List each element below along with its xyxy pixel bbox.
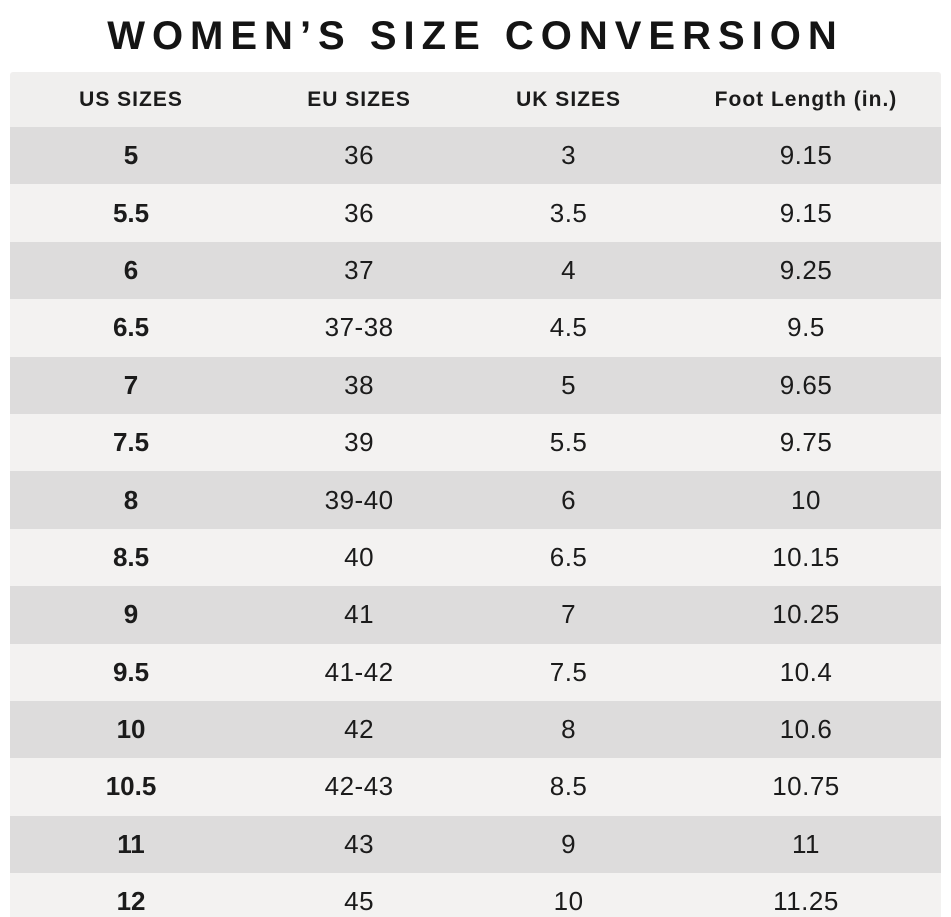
table-cell: 9 <box>561 828 577 859</box>
table-cell: 8.5 <box>549 771 588 802</box>
table-cell: 5.5 <box>549 427 588 458</box>
table-cell: 40 <box>344 541 375 572</box>
table-row: 8 39-40 6 10 <box>10 471 941 529</box>
table-cell: 7 <box>561 599 577 630</box>
table-cell: 9.5 <box>787 312 825 343</box>
table-cell: 37-38 <box>324 312 394 343</box>
table-cell: 43 <box>344 828 375 859</box>
table-cell: 6.5 <box>549 541 588 572</box>
table-cell: 39-40 <box>324 484 394 515</box>
table-header-row: US SIZES EU SIZES UK SIZES Foot Length (… <box>10 72 941 127</box>
table-cell: 4 <box>561 254 577 285</box>
page-title: WOMEN’S SIZE CONVERSION <box>107 14 844 58</box>
table-cell: 10 <box>553 886 584 917</box>
table-cell: 37 <box>344 254 375 285</box>
table-row: 6 37 4 9.25 <box>10 241 941 300</box>
table-cell: 7 <box>123 369 139 400</box>
table-cell: 9.5 <box>112 656 150 687</box>
column-header-eu-sizes: EU SIZES <box>252 72 467 127</box>
table-cell: 6.5 <box>112 312 150 343</box>
table-row: 7 38 5 9.65 <box>10 356 941 414</box>
table-cell: 10 <box>791 484 821 515</box>
table-cell: 9.25 <box>779 254 833 285</box>
table-cell: 9.75 <box>779 427 833 458</box>
table-cell: 8.5 <box>112 541 150 572</box>
table-cell: 36 <box>344 197 375 228</box>
table-cell: 10.15 <box>772 541 840 572</box>
table-cell: 42 <box>344 714 375 745</box>
table-cell: 9.65 <box>779 369 833 400</box>
column-header-us-sizes: US SIZES <box>10 72 253 127</box>
table-cell: 10.6 <box>779 714 833 745</box>
table-row: 10.5 42-43 8.5 10.75 <box>10 758 941 816</box>
table-cell: 41 <box>344 599 375 630</box>
table-cell: 9 <box>123 599 139 630</box>
table-cell: 10.5 <box>105 771 157 802</box>
table-cell: 7.5 <box>549 656 588 687</box>
column-header-foot-length: Foot Length (in.) <box>670 72 941 127</box>
table-cell: 45 <box>344 886 375 917</box>
table-cell: 6 <box>561 484 577 515</box>
table-cell: 10 <box>116 714 146 745</box>
size-table: US SIZES EU SIZES UK SIZES Foot Length (… <box>10 72 941 917</box>
table-cell: 10.75 <box>772 771 840 802</box>
table-cell: 4.5 <box>549 312 588 343</box>
table-cell: 8 <box>123 484 139 515</box>
table-row: 5 36 3 9.15 <box>10 127 941 185</box>
table-cell: 3.5 <box>549 197 588 228</box>
table-cell: 5 <box>123 140 139 171</box>
table-row: 7.5 39 5.5 9.75 <box>10 413 941 472</box>
table-cell: 10.25 <box>772 599 840 630</box>
table-cell: 3 <box>561 140 577 171</box>
size-conversion-table: US SIZES EU SIZES UK SIZES Foot Length (… <box>10 72 941 917</box>
table-cell: 38 <box>344 369 375 400</box>
table-cell: 41-42 <box>324 656 394 687</box>
table-cell: 6 <box>123 254 139 285</box>
table-cell: 11 <box>117 828 145 859</box>
table-row: 5.5 36 3.5 9.15 <box>10 184 941 242</box>
table-cell: 12 <box>116 886 146 917</box>
table-cell: 11.25 <box>773 886 839 917</box>
table-cell: 9.15 <box>779 197 833 228</box>
table-cell: 8 <box>561 714 577 745</box>
table-cell: 5 <box>561 369 577 400</box>
table-cell: 10.4 <box>779 656 833 687</box>
table-cell: 42-43 <box>324 771 394 802</box>
table-row: 6.5 37-38 4.5 9.5 <box>10 299 941 357</box>
table-cell: 5.5 <box>112 197 150 228</box>
table-row: 10 42 8 10.6 <box>10 700 941 759</box>
table-cell: 7.5 <box>112 427 150 458</box>
column-header-uk-sizes: UK SIZES <box>466 72 671 127</box>
table-row: 9.5 41-42 7.5 10.4 <box>10 643 941 701</box>
table-row: 9 41 7 10.25 <box>10 586 941 644</box>
table-cell: 36 <box>344 140 375 171</box>
table-cell: 9.15 <box>779 140 833 171</box>
table-row: 12 45 10 11.25 <box>10 873 941 917</box>
table-row: 8.5 40 6.5 10.15 <box>10 528 941 587</box>
table-cell: 11 <box>791 828 820 859</box>
table-row: 11 43 9 11 <box>10 815 941 874</box>
table-cell: 39 <box>344 427 375 458</box>
